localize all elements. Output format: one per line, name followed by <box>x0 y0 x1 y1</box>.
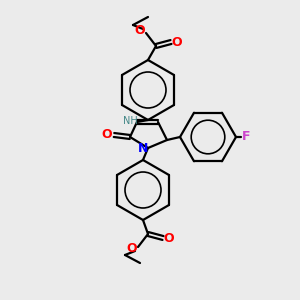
Text: O: O <box>172 35 182 49</box>
Text: F: F <box>242 130 250 143</box>
Text: O: O <box>102 128 112 142</box>
Text: NH: NH <box>123 116 138 126</box>
Text: O: O <box>135 25 145 38</box>
Text: N: N <box>138 142 148 154</box>
Text: O: O <box>164 232 174 244</box>
Text: O: O <box>127 242 137 256</box>
